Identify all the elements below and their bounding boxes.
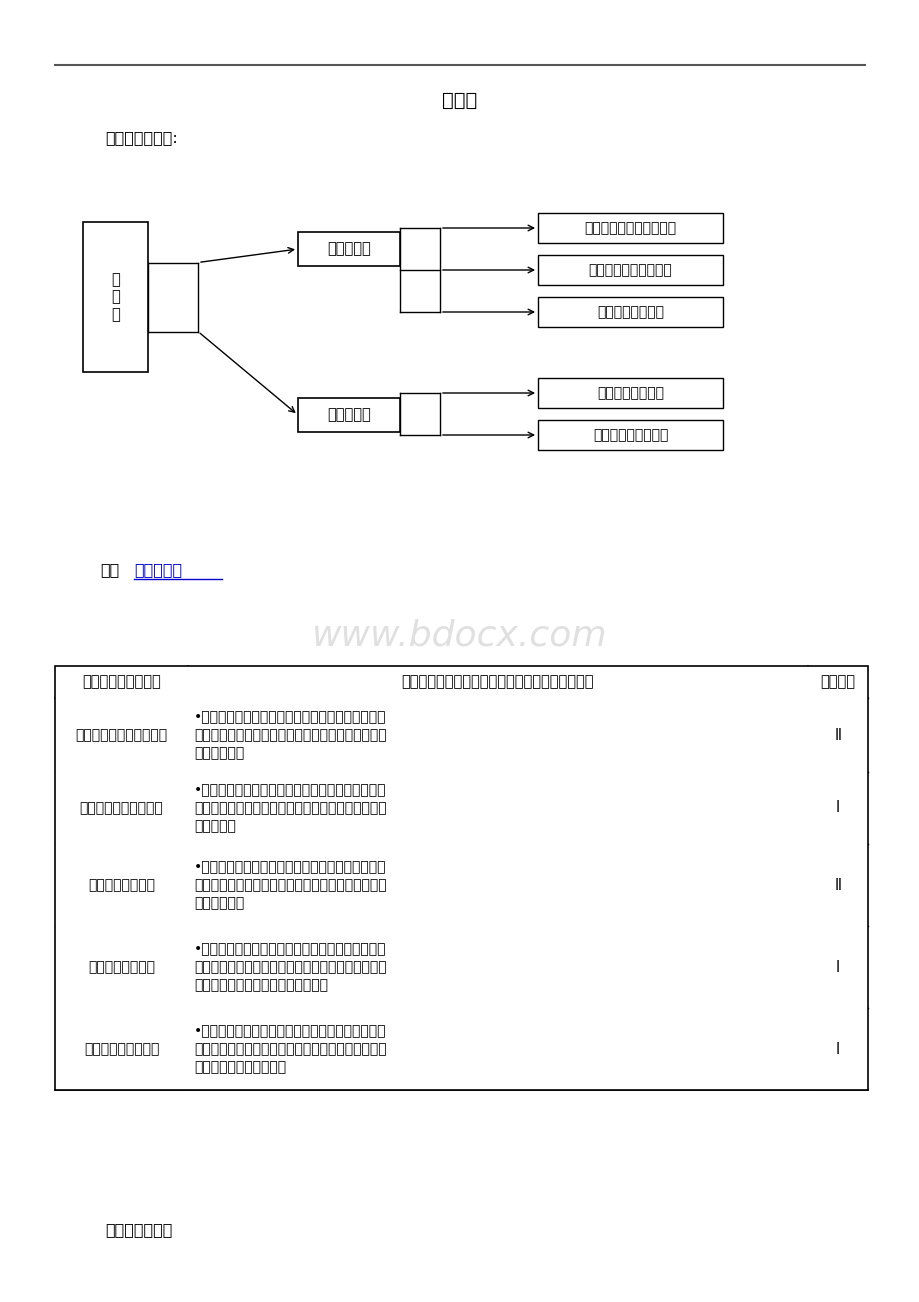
Text: 知识点列表: 知识点列表 xyxy=(134,562,182,578)
Text: •能从外形和标识上识别光敏传感器、热敏传感器、: •能从外形和标识上识别光敏传感器、热敏传感器、 xyxy=(194,710,386,724)
Text: 传感器应用: 传感器应用 xyxy=(327,408,370,423)
Text: 常见传感器的电路图形: 常见传感器的电路图形 xyxy=(80,801,164,815)
Text: 传感器、力敏传感器、气敏传感器等常见传感器的电: 传感器、力敏传感器、气敏传感器等常见传感器的电 xyxy=(194,801,386,815)
Text: 认识传感器: 认识传感器 xyxy=(327,241,370,256)
Bar xyxy=(538,255,722,285)
Text: 湿敏传感器、声敏传感器、力敏传感器、气敏传感器: 湿敏传感器、声敏传感器、力敏传感器、气敏传感器 xyxy=(194,728,386,742)
Text: 等常见传感器: 等常见传感器 xyxy=(194,746,244,760)
Text: Ⅰ: Ⅰ xyxy=(835,1042,839,1056)
Text: www.bdocx.com: www.bdocx.com xyxy=(312,618,607,652)
Bar xyxy=(298,398,400,432)
Text: Ⅰ: Ⅰ xyxy=(835,960,839,974)
Bar xyxy=(83,223,148,372)
Bar xyxy=(538,378,722,408)
Text: 三、重难点分析: 三、重难点分析 xyxy=(105,1223,172,1237)
Bar xyxy=(538,297,722,327)
Text: 常见传感器典型应用: 常见传感器典型应用 xyxy=(84,1042,159,1056)
Text: 学习结果（知识点）: 学习结果（知识点） xyxy=(82,674,161,690)
Bar xyxy=(538,214,722,243)
Bar xyxy=(538,421,722,450)
Text: 常见传感器典型应用: 常见传感器典型应用 xyxy=(592,428,667,441)
Text: Ⅱ: Ⅱ xyxy=(834,878,841,892)
Bar xyxy=(55,667,867,1090)
Text: 传感器、声敏传感器、力敏传感器等常见传感器的特: 传感器、声敏传感器、力敏传感器等常见传感器的特 xyxy=(194,878,386,892)
Text: 常见传感器的检测: 常见传感器的检测 xyxy=(596,305,664,319)
Text: 传
感
器: 传 感 器 xyxy=(111,272,119,322)
Text: 二、: 二、 xyxy=(100,562,119,578)
Text: 指标（当学生获得这种学习结果时，他们能够：）: 指标（当学生获得这种学习结果时，他们能够：） xyxy=(402,674,594,690)
Text: •举例说明光敏传感器、热敏传感器、湿敏传感器、: •举例说明光敏传感器、热敏传感器、湿敏传感器、 xyxy=(194,1023,386,1038)
Text: 常见传感器的检测: 常见传感器的检测 xyxy=(88,878,154,892)
Text: 常见传感器的种类、型号: 常见传感器的种类、型号 xyxy=(584,221,675,234)
Text: •知道光敏传感器、热敏传感器、湿敏传感器、声敏: •知道光敏传感器、热敏传感器、湿敏传感器、声敏 xyxy=(194,943,386,956)
Bar xyxy=(298,232,400,266)
Text: •能用多用电表检测光敏传感器、热敏传感器、湿敏: •能用多用电表检测光敏传感器、热敏传感器、湿敏 xyxy=(194,861,386,874)
Text: 理信息采集和电信号转换原理和作用: 理信息采集和电信号转换原理和作用 xyxy=(194,978,328,992)
Text: 常见传感器的作用: 常见传感器的作用 xyxy=(596,385,664,400)
Text: 声敏传感器、力敏传感器、气敏传感器等常见传感器: 声敏传感器、力敏传感器、气敏传感器等常见传感器 xyxy=(194,1042,386,1056)
Text: 传感器、力敏传感器、气敏传感器等常见传感器的物: 传感器、力敏传感器、气敏传感器等常见传感器的物 xyxy=(194,960,386,974)
Text: 表现水平: 表现水平 xyxy=(820,674,855,690)
Text: 常见传感器的种类、型号: 常见传感器的种类、型号 xyxy=(75,728,167,742)
Text: Ⅱ: Ⅱ xyxy=(834,728,841,742)
Text: 在自动控制系统中的应用: 在自动控制系统中的应用 xyxy=(194,1060,286,1074)
Text: 传感器: 传感器 xyxy=(442,91,477,109)
Text: 路图形符号: 路图形符号 xyxy=(194,819,235,833)
Text: •熟悉光敏传感器、热敏传感器、湿敏传感器、声敏: •熟悉光敏传感器、热敏传感器、湿敏传感器、声敏 xyxy=(194,783,386,797)
Text: Ⅰ: Ⅰ xyxy=(835,801,839,815)
Text: 常见传感器的电路图形: 常见传感器的电路图形 xyxy=(588,263,672,277)
Text: 一、内容结构图:: 一、内容结构图: xyxy=(105,130,177,146)
Text: 性并判断好坏: 性并判断好坏 xyxy=(194,896,244,910)
Text: 常见传感器的作用: 常见传感器的作用 xyxy=(88,960,154,974)
